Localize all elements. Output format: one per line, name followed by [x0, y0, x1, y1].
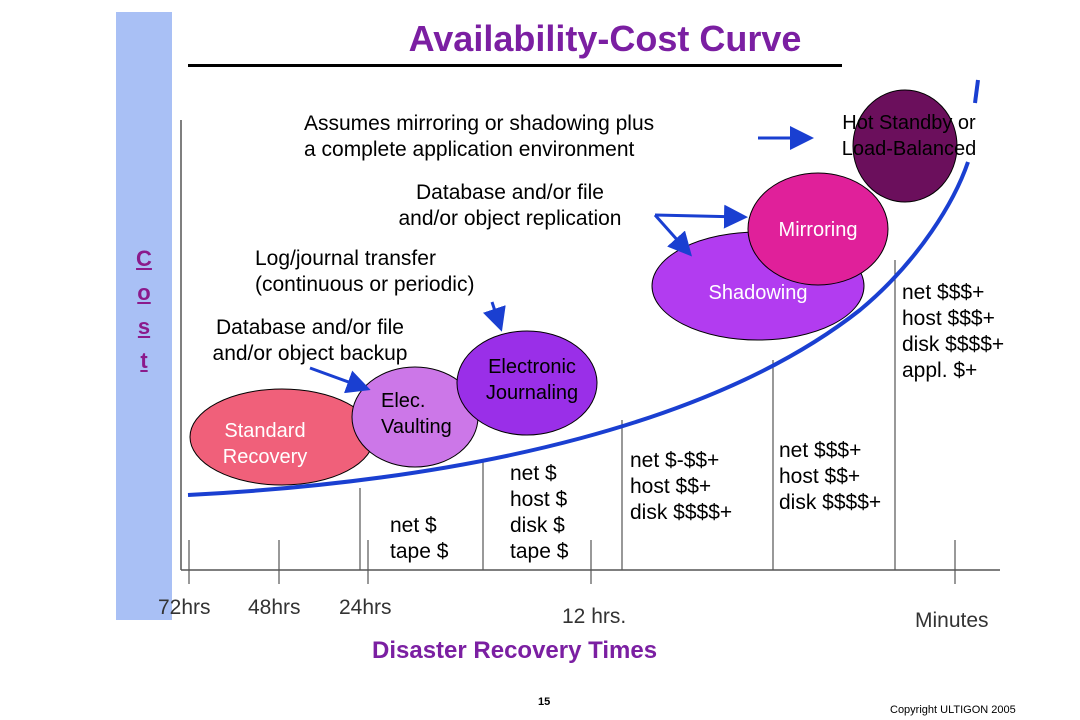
cost-column-1: net $ tape $ [390, 513, 448, 565]
cost-column-2-line-4: tape $ [510, 540, 569, 563]
bubble-hot-standby [852, 89, 958, 203]
x-tick-12hrs: 12 hrs. [562, 605, 627, 628]
cost-letter-t: t [140, 348, 148, 373]
annotation-log-transfer: Log/journal transfer (continuous or peri… [255, 246, 474, 298]
x-tick-24hrs: 24hrs [339, 596, 392, 619]
curve-tick [973, 79, 980, 104]
x-tick-48hrs: 48hrs [248, 596, 301, 619]
arrow-replication-mirroring [654, 204, 748, 229]
standard-recovery-line-2: Recovery [222, 446, 308, 468]
hot-standby-line-1: Hot Standby or [842, 112, 976, 134]
elec-vaulting-line-1: Elec. [381, 390, 426, 412]
elec-vaulting-line-2: Vaulting [381, 416, 452, 438]
annotation-mirroring-env-line-1: Assumes mirroring or shadowing plus [304, 112, 655, 135]
copyright: Copyright ULTIGON 2005 [890, 704, 1016, 716]
cost-column-2-line-1: net $ [510, 462, 557, 485]
cost-column-1-line-1: net $ [390, 514, 437, 537]
cost-column-3-line-1: net $-$$+ [630, 449, 720, 472]
cost-column-5-line-2: host $$$+ [902, 307, 995, 330]
annotation-log-transfer-line-2: (continuous or periodic) [255, 273, 475, 296]
title-underline [188, 64, 842, 67]
mirroring-label: Mirroring [778, 219, 858, 241]
annotation-replication-line-2: and/or object replication [398, 207, 622, 230]
cost-letter-o: o [137, 280, 151, 305]
annotation-replication: Database and/or file and/or object repli… [360, 180, 660, 232]
cost-column-3-line-2: host $$+ [630, 475, 712, 498]
electronic-journaling-label: Electronic Journaling [462, 354, 602, 406]
cost-column-1-line-2: tape $ [390, 540, 449, 563]
elec-vaulting-label: Elec. Vaulting [381, 388, 452, 440]
annotation-mirroring-env-line-2: a complete application environment [304, 138, 635, 161]
cost-column-3-line-3: disk $$$$+ [630, 501, 733, 524]
standard-recovery-line-1: Standard [224, 420, 306, 442]
cost-column-2-line-3: disk $ [510, 514, 565, 537]
page-title: Availability-Cost Curve [408, 18, 802, 59]
bubble-mirroring [747, 172, 889, 286]
page-number: 15 [538, 696, 551, 708]
hot-standby-line-2: Load-Balanced [841, 138, 977, 160]
cost-column-5-line-1: net $$$+ [902, 281, 985, 304]
cost-column-4: net $$$+ host $$+ disk $$$$+ [779, 438, 881, 516]
shadowing-label: Shadowing [708, 282, 808, 304]
hot-standby-label: Hot Standby or Load-Balanced [804, 110, 1014, 162]
annotation-mirroring-env: Assumes mirroring or shadowing plus a co… [304, 111, 654, 163]
x-tick-72hrs: 72hrs [158, 596, 211, 619]
cost-column-5-line-4: appl. $+ [902, 359, 978, 382]
cost-column-2-line-2: host $ [510, 488, 568, 511]
x-tick-minutes: Minutes [915, 609, 989, 632]
standard-recovery-label: Standard Recovery [200, 418, 330, 470]
bubble-electronic-journaling [456, 330, 598, 436]
cost-column-2: net $ host $ disk $ tape $ [510, 461, 568, 565]
annotation-replication-line-1: Database and/or file [416, 181, 604, 204]
arrow-backup [309, 366, 371, 394]
cost-letter-s: s [137, 314, 151, 339]
cost-column-4-line-1: net $$$+ [779, 439, 862, 462]
cost-column-4-line-2: host $$+ [779, 465, 861, 488]
cost-curve [187, 161, 970, 497]
annotation-backup-line-2: and/or object backup [212, 342, 408, 365]
cost-column-4-line-3: disk $$$$+ [779, 491, 882, 514]
cost-bar [116, 12, 172, 620]
cost-column-5: net $$$+ host $$$+ disk $$$$+ appl. $+ [902, 280, 1004, 384]
cost-column-5-line-3: disk $$$$+ [902, 333, 1005, 356]
electronic-journaling-line-2: Journaling [485, 382, 579, 404]
x-axis-title: Disaster Recovery Times [372, 637, 658, 664]
arrow-replication-shadowing [653, 214, 692, 257]
annotation-backup: Database and/or file and/or object backu… [180, 315, 440, 367]
annotation-log-transfer-line-1: Log/journal transfer [255, 247, 436, 270]
arrow-log-transfer [482, 301, 506, 332]
cost-column-3: net $-$$+ host $$+ disk $$$$+ [630, 448, 732, 526]
electronic-journaling-line-1: Electronic [488, 356, 576, 378]
annotation-backup-line-1: Database and/or file [216, 316, 404, 339]
cost-letter-c: C [136, 246, 152, 271]
